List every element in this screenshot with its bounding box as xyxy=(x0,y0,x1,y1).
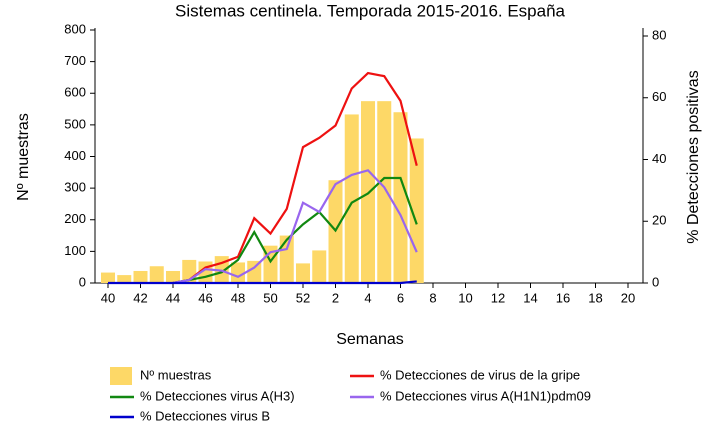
bar xyxy=(279,235,294,283)
x-tick-label: 48 xyxy=(231,290,245,305)
bar xyxy=(393,112,408,283)
y-tick-label: 200 xyxy=(64,211,86,226)
legend-label: % Detecciones virus A(H1N1)pdm09 xyxy=(380,388,591,403)
x-tick-label: 46 xyxy=(198,290,212,305)
chart-title: Sistemas centinela. Temporada 2015-2016.… xyxy=(175,1,566,20)
y-tick-label: 0 xyxy=(79,274,86,289)
x-tick-label: 8 xyxy=(429,290,436,305)
bar xyxy=(377,101,392,283)
x-tick-label: 52 xyxy=(296,290,310,305)
line xyxy=(172,169,418,285)
line xyxy=(172,71,418,285)
x-tick-label: 12 xyxy=(491,290,505,305)
bar xyxy=(149,266,164,283)
bar xyxy=(312,250,327,283)
x-tick-label: 18 xyxy=(588,290,602,305)
y-tick-label: 800 xyxy=(64,21,86,36)
y-tick-label: 300 xyxy=(64,180,86,195)
bar xyxy=(344,114,359,283)
legend-swatch xyxy=(110,367,132,385)
y-axis-label: Nº muestras xyxy=(15,113,32,201)
bar xyxy=(231,262,245,283)
line xyxy=(172,176,418,285)
bar xyxy=(101,272,115,283)
y2-tick-label: 80 xyxy=(652,27,666,42)
bar xyxy=(247,260,262,283)
y2-tick-label: 40 xyxy=(652,151,666,166)
y-tick-label: 600 xyxy=(64,85,86,100)
y2-axis-label: % Detecciones positivas xyxy=(685,70,702,243)
x-tick-label: 16 xyxy=(556,290,570,305)
x-tick-label: 14 xyxy=(523,290,537,305)
x-tick-label: 42 xyxy=(133,290,147,305)
x-tick-label: 2 xyxy=(332,290,339,305)
x-tick-label: 40 xyxy=(101,290,115,305)
x-tick-label: 4 xyxy=(364,290,371,305)
x-tick-label: 6 xyxy=(397,290,404,305)
x-axis-label: Semanas xyxy=(336,331,404,348)
bar xyxy=(133,270,148,283)
x-tick-label: 44 xyxy=(166,290,180,305)
y-tick-label: 400 xyxy=(64,148,86,163)
legend-label: % Detecciones virus B xyxy=(140,408,270,423)
line xyxy=(108,280,417,285)
bar xyxy=(166,270,180,283)
x-tick-label: 10 xyxy=(458,290,472,305)
bar xyxy=(296,263,310,283)
x-tick-label: 20 xyxy=(621,290,635,305)
y2-tick-label: 20 xyxy=(652,213,666,228)
x-tick-label: 50 xyxy=(263,290,277,305)
y2-tick-label: 60 xyxy=(652,89,666,104)
y-tick-label: 100 xyxy=(64,243,86,258)
y2-tick-label: 0 xyxy=(652,274,659,289)
legend-label: % Detecciones de virus de la gripe xyxy=(380,367,580,382)
bar xyxy=(117,275,132,283)
legend-label: % Detecciones virus A(H3) xyxy=(140,388,295,403)
y-tick-label: 700 xyxy=(64,53,86,68)
legend-label: Nº muestras xyxy=(140,367,212,382)
y-tick-label: 500 xyxy=(64,116,86,131)
